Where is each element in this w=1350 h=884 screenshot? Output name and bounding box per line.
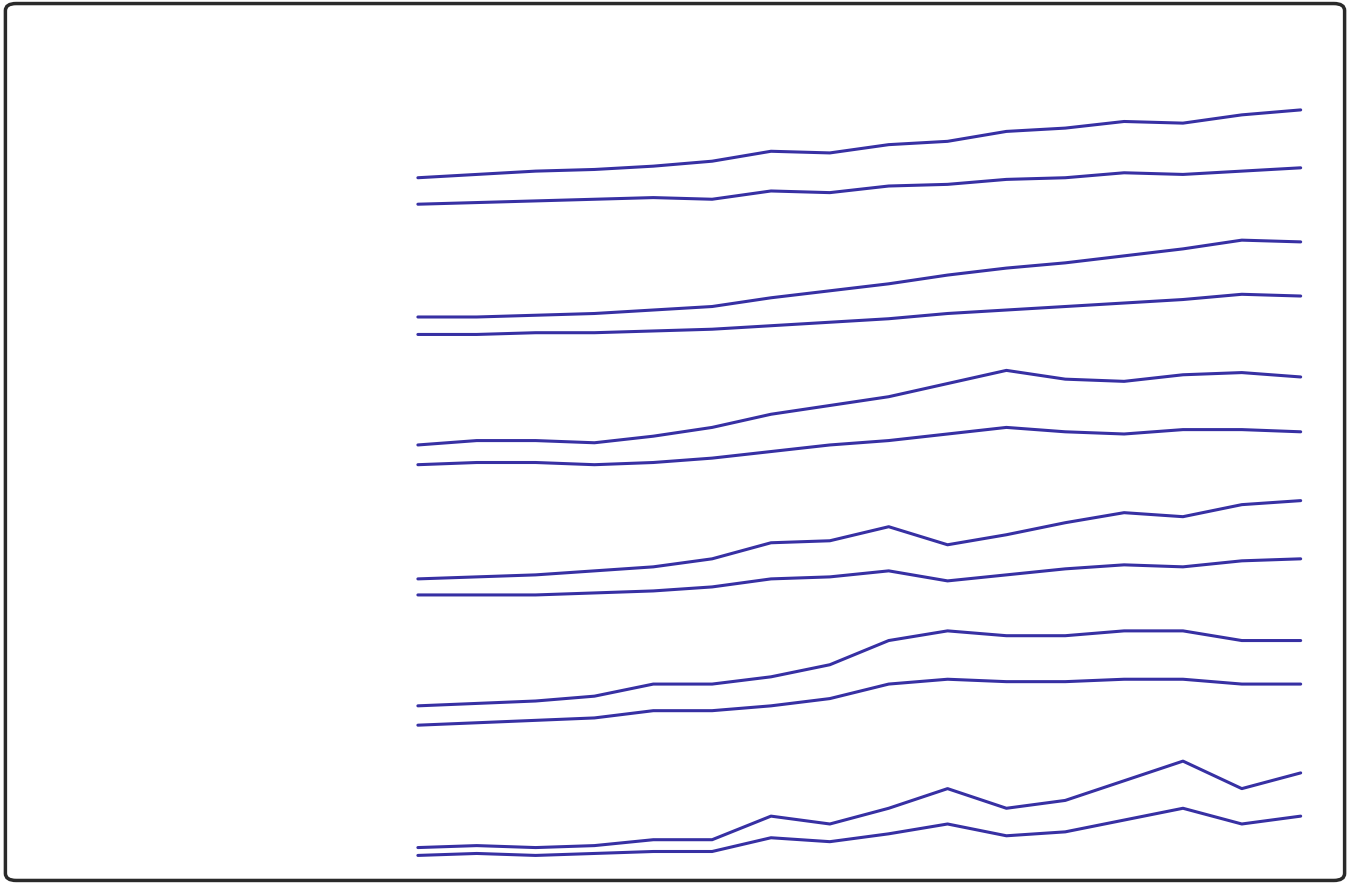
Bar — [30, 743, 1320, 873]
Bar — [30, 222, 1320, 353]
Text: ∧: ∧ — [320, 50, 328, 62]
Text: Vo: Vo — [46, 668, 70, 688]
FancyBboxPatch shape — [5, 4, 1345, 880]
Text: Cal: Cal — [46, 148, 77, 166]
FancyBboxPatch shape — [77, 534, 170, 562]
Text: ad: ad — [46, 799, 70, 818]
Text: Orders Count By Quarter: Orders Count By Quarter — [414, 46, 687, 65]
FancyBboxPatch shape — [77, 664, 170, 692]
FancyBboxPatch shape — [89, 143, 184, 171]
FancyBboxPatch shape — [290, 31, 358, 80]
Text: Products Brand: Products Brand — [46, 46, 216, 65]
Bar — [30, 19, 1320, 92]
Bar — [30, 353, 1320, 483]
Text: Car: Car — [46, 278, 80, 297]
FancyBboxPatch shape — [89, 273, 184, 301]
Bar — [30, 613, 1320, 743]
Bar — [30, 92, 1320, 222]
Text: Na: Na — [46, 408, 73, 427]
FancyBboxPatch shape — [77, 794, 170, 822]
Bar — [30, 483, 1320, 613]
Text: Ni: Ni — [46, 538, 66, 557]
FancyBboxPatch shape — [77, 403, 170, 431]
